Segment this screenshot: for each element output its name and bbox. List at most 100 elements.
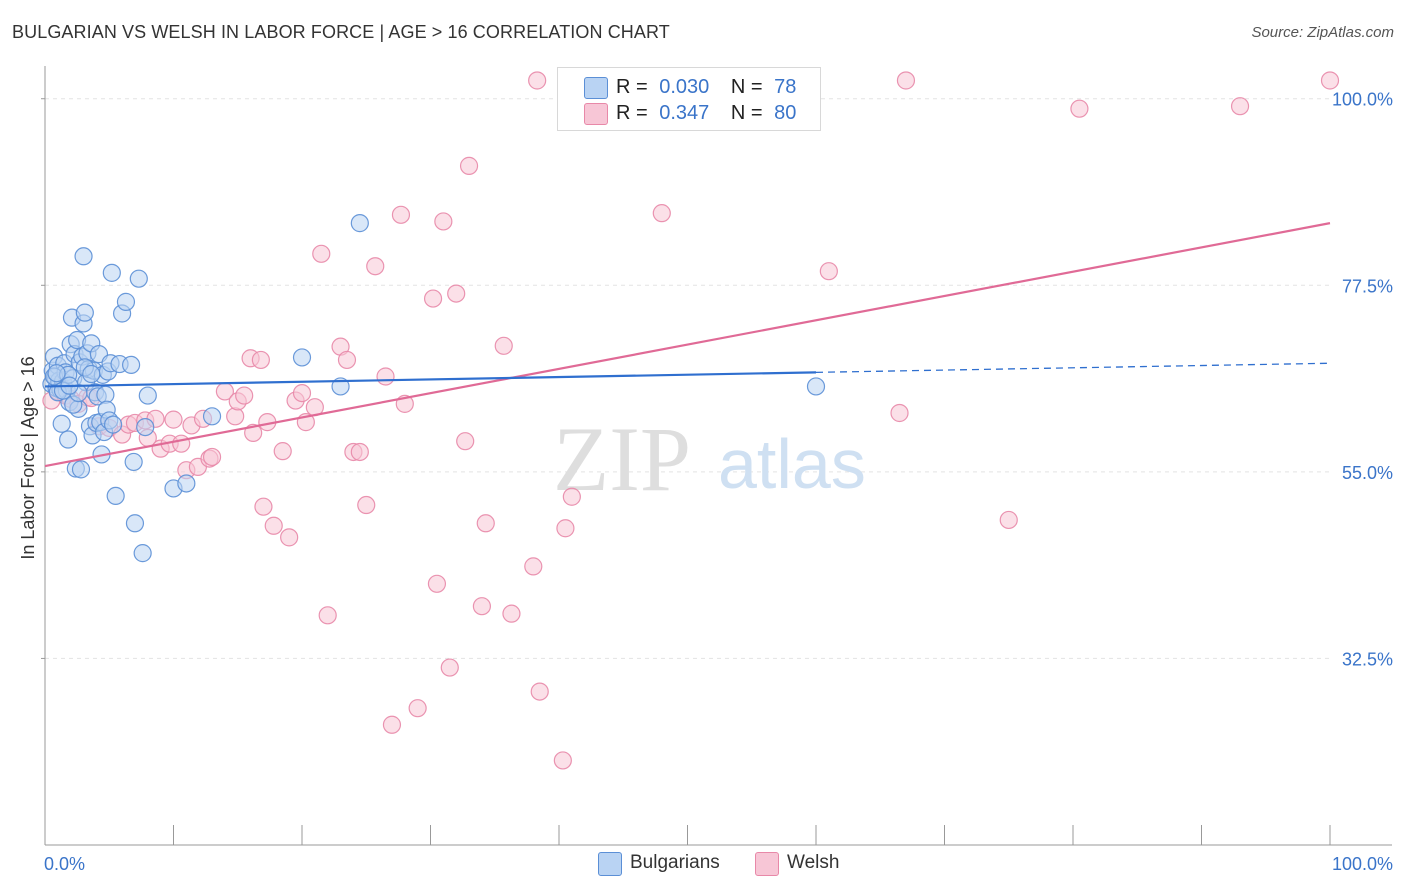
r-label: R = (616, 102, 648, 124)
welsh-point (524, 557, 543, 576)
welsh-point (528, 71, 547, 90)
n-label: N = (730, 76, 763, 98)
r-value-welsh: 0.347 (659, 102, 710, 124)
welsh-trend-line (44, 222, 1331, 468)
r-label: R = (616, 76, 648, 98)
bulgarians-point (59, 430, 78, 449)
welsh-point (172, 434, 191, 453)
bulgarians-point (133, 544, 152, 563)
welsh-point (251, 350, 270, 370)
y-tick-label: 100.0% (1332, 90, 1393, 110)
watermark: ZIP atlas (553, 408, 866, 510)
bulgarians-legend-swatch (598, 852, 622, 876)
welsh-point (376, 367, 395, 386)
bulgarians-point (124, 452, 143, 472)
bulgarians-point (202, 407, 222, 426)
welsh-point (382, 715, 402, 734)
legend-stats: R = 0.030 N = 78 R = 0.347 N = 80 (557, 67, 821, 131)
n-label: N = (730, 102, 763, 124)
welsh-point (819, 262, 838, 281)
x-tick-label: 100.0% (1332, 854, 1393, 874)
welsh-point (427, 574, 447, 593)
welsh-point (244, 423, 263, 442)
n-value-bulgarians: 78 (774, 76, 797, 98)
welsh-point (273, 442, 292, 461)
welsh-point (476, 514, 495, 533)
welsh-point (456, 432, 475, 451)
welsh-point (652, 204, 671, 223)
welsh-point (202, 447, 222, 467)
welsh-point (440, 658, 459, 677)
welsh-point (459, 156, 479, 175)
chart-title: BULGARIAN VS WELSH IN LABOR FORCE | AGE … (12, 22, 670, 42)
bulgarians-trend-extension (815, 362, 1331, 374)
bulgarians-point (104, 415, 123, 434)
bulgarians-point (129, 269, 148, 288)
welsh-point (423, 289, 443, 308)
bulgarians-point (292, 348, 312, 367)
bulgarians-point (102, 263, 121, 282)
x-tick-label: 0.0% (44, 854, 85, 874)
welsh-point (502, 604, 521, 623)
welsh-point (447, 284, 466, 303)
axes (41, 66, 1392, 846)
y-tick-label: 77.5% (1342, 276, 1393, 296)
welsh-point (1230, 97, 1250, 116)
welsh-point (312, 244, 331, 263)
bulgarians-point (75, 303, 94, 322)
bulgarians-trend-line (44, 371, 817, 388)
bulgarians-point (82, 364, 101, 384)
welsh-point (890, 403, 909, 423)
welsh-point (366, 257, 385, 276)
welsh-point (337, 350, 357, 370)
welsh-point (553, 751, 572, 770)
bulgarians-point (138, 386, 157, 405)
welsh-point (226, 407, 245, 426)
welsh-point (494, 336, 513, 355)
bulgarians-points (42, 214, 826, 563)
bulgarians-swatch (584, 77, 608, 99)
bulgarians-point (806, 377, 826, 396)
bulgarians-point (52, 414, 71, 433)
welsh-point (472, 597, 491, 616)
bulgarians-point (136, 417, 155, 437)
watermark-atlas: atlas (718, 425, 866, 503)
welsh-point (896, 71, 916, 90)
bulgarians-point (125, 514, 145, 533)
bulgarians-legend-label: Bulgarians (630, 852, 720, 873)
welsh-point (562, 487, 581, 506)
welsh-point (530, 682, 549, 701)
y-tick-label: 55.0% (1342, 463, 1393, 483)
bulgarians-point (121, 355, 141, 374)
welsh-point (999, 510, 1018, 530)
axis-labels: 32.5% 55.0% 77.5% 100.0% 0.0% 100.0% In Labor … (18, 90, 1393, 874)
welsh-point (1320, 71, 1340, 90)
welsh-legend-label: Welsh (787, 852, 840, 873)
welsh-swatch (584, 103, 608, 125)
welsh-point (318, 606, 337, 625)
welsh-point (350, 442, 369, 462)
welsh-point (391, 205, 411, 224)
trend-lines (44, 222, 1331, 468)
welsh-points (42, 71, 1340, 770)
welsh-legend-swatch (755, 852, 779, 876)
welsh-point (408, 699, 427, 718)
n-value-welsh: 80 (774, 102, 797, 124)
y-axis-label: In Labor Force | Age > 16 (18, 356, 38, 559)
bulgarians-point (116, 292, 136, 311)
welsh-point (1070, 99, 1089, 118)
bulgarians-point (350, 214, 369, 233)
bulgarians-point (74, 247, 93, 266)
bulgarians-point (71, 460, 91, 479)
welsh-point (357, 495, 376, 515)
welsh-point (264, 516, 283, 535)
gridlines (45, 98, 1330, 659)
r-value-bulgarians: 0.030 (659, 76, 710, 98)
source-label: Source: ZipAtlas.com (1251, 24, 1394, 41)
welsh-point (280, 528, 299, 547)
y-tick-label: 32.5% (1342, 649, 1393, 669)
welsh-point (292, 383, 312, 403)
bulgarians-point (47, 364, 66, 383)
welsh-point (235, 386, 254, 405)
